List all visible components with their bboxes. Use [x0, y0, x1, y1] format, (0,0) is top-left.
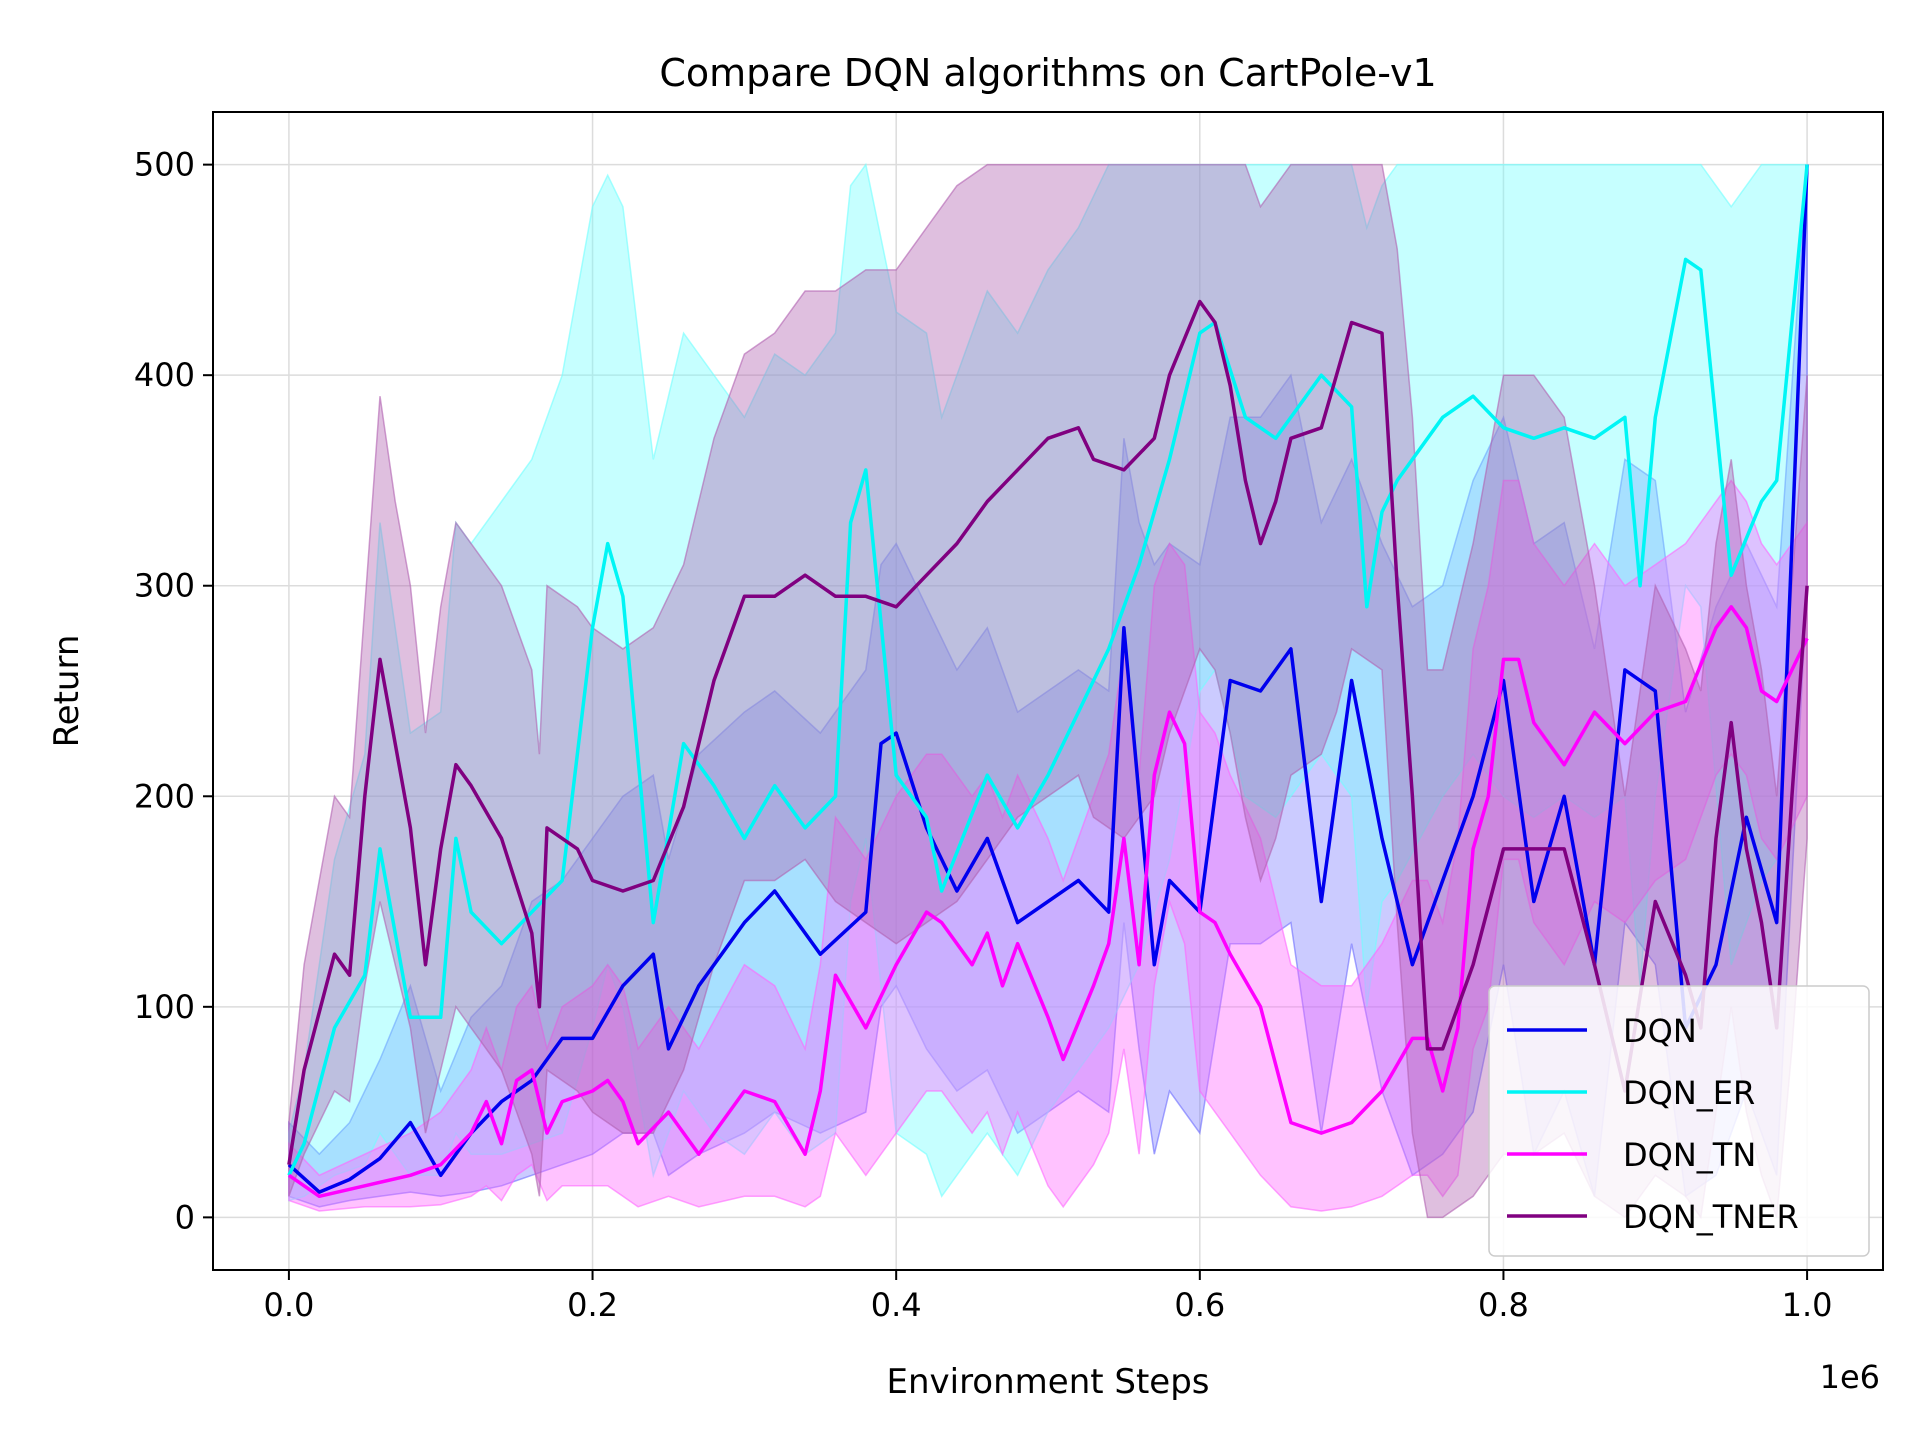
- legend-label-dqn-tner: DQN_TNER: [1623, 1198, 1799, 1236]
- y-tick-label: 200: [134, 777, 195, 815]
- legend-label-dqn: DQN: [1623, 1012, 1697, 1050]
- x-axis-label: Environment Steps: [886, 1362, 1209, 1402]
- plot-frame: [212, 111, 1884, 1271]
- series-line-dqn-tn: [287, 605, 1809, 1199]
- y-axis-label: Return: [47, 635, 87, 748]
- y-tick-label: 400: [134, 356, 195, 394]
- x-tick-label: 0.4: [871, 1286, 922, 1324]
- legend-label-dqn-er: DQN_ER: [1623, 1074, 1755, 1112]
- legend-label-dqn-tn: DQN_TN: [1623, 1136, 1756, 1174]
- chart-title: Compare DQN algorithms on CartPole-v1: [659, 51, 1436, 95]
- y-tick-label: 0: [175, 1198, 195, 1236]
- x-tick-label: 0.2: [567, 1286, 618, 1324]
- x-tick-label: 1.0: [1782, 1286, 1833, 1324]
- series-line-dqn: [287, 164, 1809, 1194]
- series-line-dqn-tner: [287, 299, 1809, 1165]
- x-tick-label: 0.0: [263, 1286, 314, 1324]
- x-tick-label: 0.8: [1478, 1286, 1529, 1324]
- series-line-dqn-er: [287, 164, 1809, 1177]
- legend-box: [1488, 985, 1870, 1257]
- band-dqn-tner: [288, 163, 1808, 1220]
- confidence-bands: [288, 162, 1808, 1220]
- y-tick-label: 500: [134, 146, 195, 184]
- x-axis-ticks: 0.0 0.2 0.4 0.6 0.8 1.0: [263, 1270, 1833, 1324]
- y-tick-label: 300: [134, 567, 195, 605]
- x-tick-label: 0.6: [1174, 1286, 1225, 1324]
- legend: DQN DQN_ER DQN_TN DQN_TNER: [1488, 985, 1870, 1257]
- y-axis-ticks: 0 100 200 300 400 500: [134, 146, 213, 1236]
- series-lines: [287, 164, 1809, 1199]
- x-axis-offset-label: 1e6: [1820, 1358, 1880, 1396]
- y-tick-label: 100: [134, 988, 195, 1026]
